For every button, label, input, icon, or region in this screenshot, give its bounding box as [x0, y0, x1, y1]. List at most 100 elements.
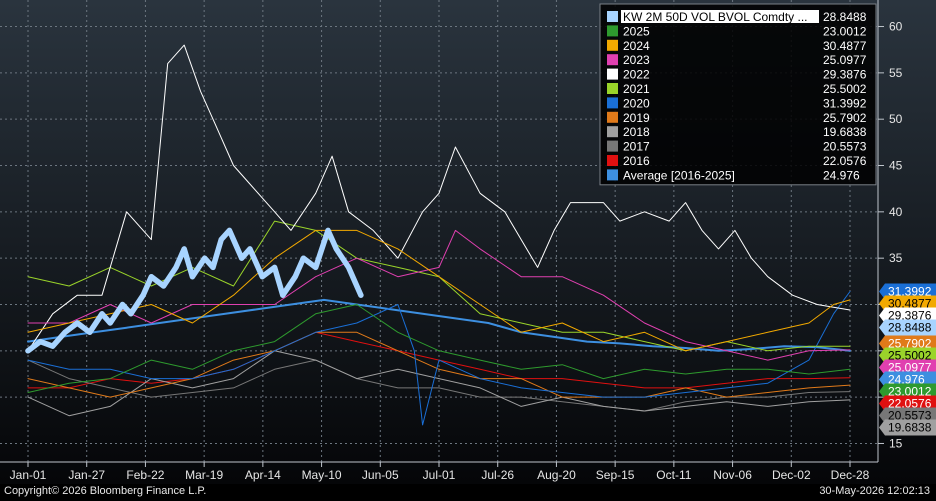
legend-swatch — [607, 126, 618, 138]
legend-last-value: 25.5002 — [823, 82, 867, 96]
legend-swatch — [607, 155, 618, 166]
legend-swatch — [607, 83, 618, 94]
x-tick-label: Jul-01 — [423, 468, 456, 482]
legend-item: 2019 25.7902 — [607, 111, 867, 125]
badge-value: 30.4877 — [888, 297, 932, 311]
legend: KW 2M 50D VOL BVOL Comdty ... 28.84882025… — [599, 3, 877, 186]
legend-last-value: 25.0977 — [823, 53, 867, 67]
series-line — [27, 359, 851, 412]
x-tick-label: Mar-19 — [185, 468, 223, 482]
x-tick-label: Feb-22 — [126, 468, 164, 482]
legend-series-name: 2019 — [623, 111, 650, 125]
x-tick-label: Jan-27 — [68, 468, 105, 482]
legend-swatch — [607, 25, 618, 37]
legend-series-name: 2025 — [623, 24, 650, 38]
y-tick-label: 60 — [889, 20, 903, 34]
legend-last-value: 22.0576 — [823, 154, 867, 168]
badge-shape — [879, 419, 936, 436]
timestamp-text: 30-May-2026 12:02:13 — [819, 485, 930, 497]
legend-series-name: 2024 — [623, 39, 650, 53]
y-tick-label: 35 — [889, 251, 903, 265]
badge-value: 25.7902 — [888, 336, 932, 350]
legend-series-name: 2016 — [623, 154, 650, 168]
x-tick-label: Jan-01 — [10, 468, 47, 482]
legend-last-value: 19.6838 — [823, 125, 867, 139]
copyright-text: Copyright© 2026 Bloomberg Finance L.P. — [4, 485, 207, 497]
badge-value: 19.6838 — [888, 420, 932, 434]
legend-swatch — [607, 11, 618, 22]
legend-item: 2024 30.4877 — [607, 39, 867, 53]
last-value-badge: 19.6838 — [879, 419, 936, 436]
series-line — [27, 350, 851, 417]
series-line — [27, 331, 851, 398]
y-tick-label: 15 — [889, 436, 903, 450]
x-tick-label: Dec-28 — [831, 468, 870, 482]
legend-item: 2023 25.0977 — [607, 53, 867, 67]
legend-swatch — [607, 68, 618, 80]
y-tick-label: 45 — [889, 159, 903, 173]
legend-swatch — [607, 54, 618, 66]
legend-series-name: 2018 — [623, 125, 650, 139]
series-line — [27, 44, 851, 352]
legend-last-value: 28.8488 — [823, 10, 867, 24]
x-tick-label: Sep-15 — [596, 468, 635, 482]
legend-item: KW 2M 50D VOL BVOL Comdty ... 28.8488 — [607, 10, 867, 24]
legend-last-value: 30.4877 — [823, 39, 867, 53]
x-tick-label: Oct-11 — [656, 468, 691, 482]
legend-swatch — [607, 39, 618, 51]
y-tick-label: 50 — [889, 112, 903, 126]
legend-item: 2018 19.6838 — [607, 125, 867, 139]
legend-series-name: 2017 — [623, 140, 650, 154]
legend-last-value: 25.7902 — [823, 111, 867, 125]
x-tick-label: Dec-02 — [772, 468, 811, 482]
legend-series-name: 2022 — [623, 68, 650, 82]
legend-last-value: 31.3992 — [823, 96, 867, 110]
legend-item: 2016 22.0576 — [607, 154, 867, 168]
legend-item: 2020 31.3992 — [607, 96, 867, 110]
x-tick-label: Nov-06 — [713, 468, 752, 482]
series-line — [25, 227, 364, 354]
legend-item: 2022 29.3876 — [607, 68, 867, 82]
legend-last-value: 23.0012 — [823, 24, 867, 38]
badge-value: 24.976 — [888, 372, 925, 386]
legend-series-name: Average [2016-2025] — [623, 168, 735, 182]
x-tick-label: May-10 — [302, 468, 342, 482]
x-tick-label: Jun-05 — [362, 468, 399, 482]
badge-value: 25.0977 — [888, 360, 932, 374]
legend-item: Average [2016-2025] 24.976 — [607, 168, 860, 182]
seasonality-chart: 15202530354045505560 Jan-01Jan-27Feb-22M… — [0, 0, 936, 484]
legend-box — [599, 3, 877, 186]
legend-series-name: 2021 — [623, 82, 650, 96]
legend-item: 2017 20.5573 — [607, 140, 867, 154]
series-line — [27, 304, 851, 393]
legend-last-value: 24.976 — [823, 168, 860, 182]
legend-last-value: 20.5573 — [823, 140, 867, 154]
badge-value: 31.3992 — [888, 285, 932, 299]
badge-value: 23.0012 — [888, 384, 932, 398]
series-line — [27, 229, 851, 352]
y-tick-label: 55 — [889, 66, 903, 80]
legend-item: 2021 25.5002 — [607, 82, 867, 96]
last-value-badges: 31.399230.487729.387628.848825.790225.50… — [879, 283, 936, 436]
legend-series-name: KW 2M 50D VOL BVOL Comdty ... — [623, 10, 808, 24]
badge-value: 20.5573 — [888, 408, 932, 422]
x-tick-label: Apr-14 — [245, 468, 281, 482]
badge-value: 28.8488 — [888, 321, 932, 335]
legend-swatch — [607, 140, 618, 152]
legend-last-value: 29.3876 — [823, 68, 867, 82]
last-value-badge: 28.8488 — [879, 319, 936, 336]
x-axis: Jan-01 Jan-27 Feb-22 Mar-19 Apr-14 May-10 Jun-… — [0, 461, 878, 482]
legend-highlight — [621, 10, 819, 23]
legend-item: 2025 23.0012 — [607, 24, 867, 38]
legend-swatch — [607, 111, 618, 123]
x-tick-label: Aug-20 — [537, 468, 576, 482]
legend-swatch — [607, 169, 618, 181]
badge-value: 25.5002 — [888, 348, 932, 362]
series-line — [27, 298, 851, 352]
legend-series-name: 2023 — [623, 53, 650, 67]
x-tick-label: Jul-26 — [481, 468, 514, 482]
legend-swatch — [607, 97, 618, 109]
badge-value: 22.0576 — [888, 396, 932, 410]
y-tick-label: 40 — [889, 205, 903, 219]
